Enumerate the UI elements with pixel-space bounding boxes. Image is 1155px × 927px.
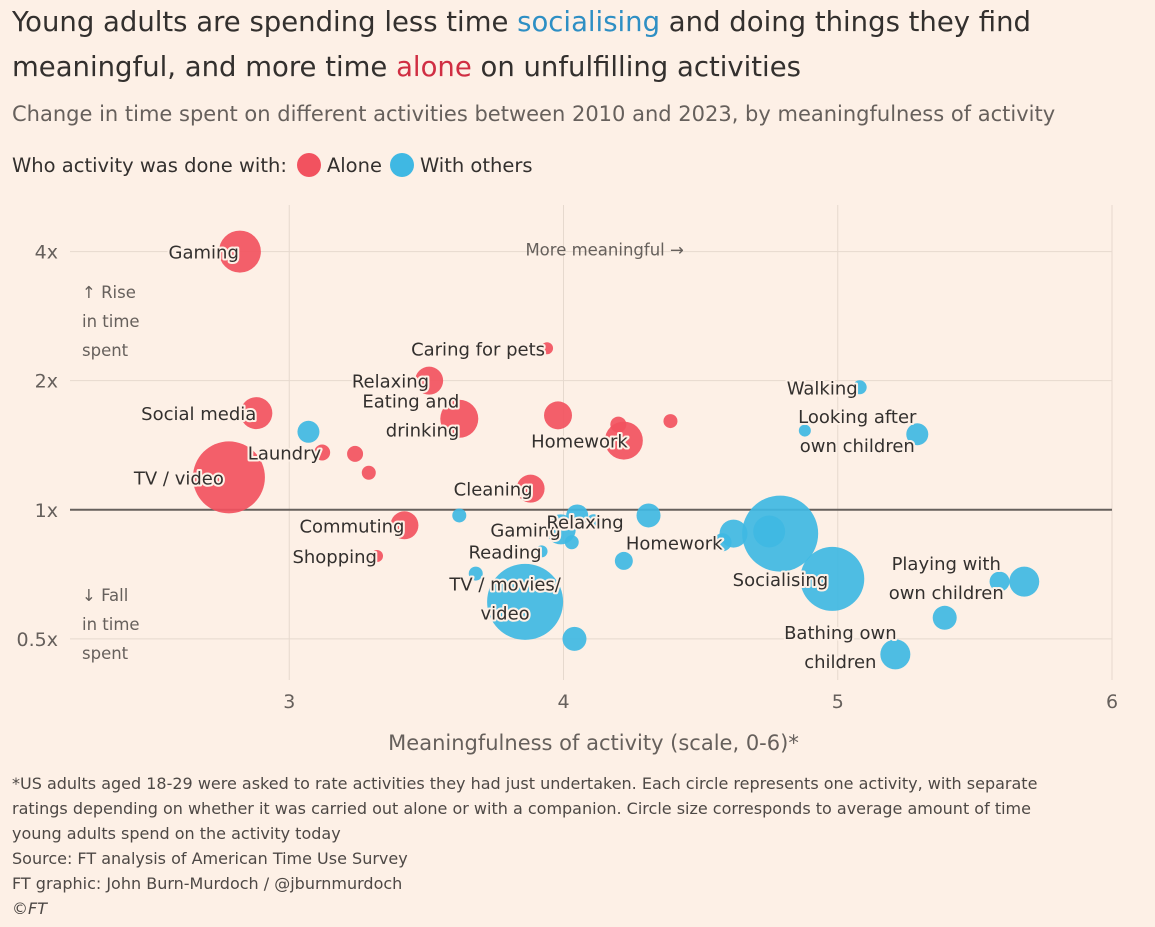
x-tick-label: 5 — [832, 691, 844, 713]
bubble-alone — [440, 399, 479, 438]
bubble-with-others — [932, 605, 957, 630]
bubble-label: Laundry — [248, 444, 322, 465]
bubble-with-others — [989, 571, 1010, 592]
chart-subtitle: Change in time spent on different activi… — [12, 102, 1056, 126]
bubble-with-others — [742, 495, 819, 572]
rise-annotation: ↑ Rise — [82, 283, 136, 302]
bubble-alone — [541, 342, 554, 355]
bubble-label: Cleaning — [454, 480, 533, 501]
bubble-alone — [371, 550, 384, 563]
bubble-label: Social media — [141, 404, 256, 425]
bubble-label: Gaming — [169, 243, 239, 264]
bubble-label: video — [481, 603, 530, 624]
bubble-label: own children — [800, 436, 915, 457]
footnote-line: ratings depending on whether it was carr… — [12, 799, 1031, 818]
y-tick-label: 4x — [35, 242, 58, 264]
copyright-note: ©FT — [12, 899, 47, 918]
bubble-label: Commuting — [299, 516, 404, 537]
legend-prefix: Who activity was done with: — [12, 153, 287, 177]
bubble-with-others — [564, 535, 579, 550]
bubble-with-others — [636, 503, 661, 528]
bubble-with-others — [566, 504, 589, 527]
bubble-label: Playing with — [892, 554, 1001, 575]
bubble-label: Caring for pets — [411, 339, 545, 360]
x-tick-label: 3 — [283, 691, 295, 713]
footnote-line: young adults spend on the activity today — [12, 824, 341, 843]
legend: Who activity was done with: Alone With o… — [12, 150, 537, 180]
bubble-with-others — [719, 519, 748, 548]
legend-swatch-with-others — [389, 153, 414, 177]
bubble-alone — [314, 444, 331, 461]
title-part-3: on unfulfilling activities — [471, 51, 801, 83]
y-tick-label: 1x — [35, 500, 58, 522]
bubble-label: Shopping — [292, 547, 377, 568]
bubble-with-others — [880, 639, 911, 670]
y-tick-label: 0.5x — [17, 629, 58, 651]
bubble-alone — [415, 366, 444, 395]
bubble-alone — [218, 230, 261, 273]
y-tick-label: 2x — [35, 371, 58, 393]
bubble-with-others — [535, 545, 548, 558]
fall-annotation: spent — [82, 644, 129, 663]
bubble-chart: 4x 2x 1x 0.5x 3 4 5 6 Meaningfulness of activity… — [17, 205, 1118, 755]
x-tick-label: 4 — [557, 691, 569, 713]
bubble-label: children — [804, 652, 876, 673]
bubble-with-others — [852, 380, 867, 395]
rise-annotation: in time — [82, 312, 140, 331]
bubble-with-others — [614, 551, 633, 570]
bubble-label: own children — [889, 583, 1004, 604]
footnote-line: *US adults aged 18-29 were asked to rate… — [12, 774, 1038, 793]
bubble-with-others — [1009, 566, 1040, 597]
bubble-label: Homework — [626, 533, 723, 554]
footnote: *US adults aged 18-29 were asked to rate… — [12, 771, 1142, 921]
bubble-alone — [663, 414, 678, 429]
bubble-label: Reading — [468, 542, 541, 563]
credit-note: FT graphic: John Burn-Murdoch / @jburnmu… — [12, 874, 403, 893]
bubble-with-others — [586, 514, 601, 529]
bubble-alone — [192, 441, 265, 514]
bubble-with-others — [800, 546, 865, 611]
fall-annotation: ↓ Fall — [82, 586, 128, 605]
bubble-with-others — [452, 508, 467, 523]
source-note: Source: FT analysis of American Time Use… — [12, 849, 408, 868]
legend-swatch-alone — [296, 153, 321, 177]
bubble-alone — [361, 465, 376, 480]
fall-annotation: in time — [82, 615, 140, 634]
title-keyword-socialising: socialising — [517, 6, 661, 38]
bubble-with-others — [297, 420, 320, 443]
bubble-label: Relaxing — [546, 512, 623, 533]
rise-annotation: spent — [82, 341, 129, 360]
x-axis-label: Meaningfulness of activity (scale, 0-6)* — [388, 731, 799, 755]
bubble-with-others — [487, 563, 564, 640]
more-meaningful-annotation: More meaningful → — [525, 241, 684, 260]
bubble-with-others — [906, 423, 929, 446]
title-part-2: and doing things they find meaningful, a… — [12, 6, 1031, 83]
bubble-alone — [604, 421, 643, 460]
bubble-label: Relaxing — [352, 372, 429, 393]
bubble-with-others — [798, 424, 811, 437]
bubble-with-others — [562, 626, 587, 651]
chart-title: Young adults are spending less time soci… — [12, 0, 1147, 90]
bubble-label: TV / movies/ — [448, 574, 561, 595]
x-tick-label: 6 — [1106, 691, 1118, 713]
bubble-label: Looking after — [798, 407, 917, 428]
bubble-alone — [390, 511, 419, 540]
bubble-alone — [347, 445, 364, 462]
bubble-with-others — [468, 566, 483, 581]
bubble-label: Homework — [531, 432, 628, 453]
bubble-label: Gaming — [490, 520, 560, 541]
bubble-alone — [240, 397, 273, 430]
title-part-1: Young adults are spending less time — [12, 6, 518, 38]
bubble-label: TV / video — [133, 468, 224, 489]
bubble-label: drinking — [386, 420, 460, 441]
legend-label-with-others: With others — [419, 153, 533, 177]
title-keyword-alone: alone — [396, 51, 472, 83]
bubble-alone — [544, 401, 573, 430]
bubble-label: Walking — [787, 378, 858, 399]
bubble-label: Socialising — [733, 570, 829, 591]
legend-label-alone: Alone — [326, 153, 382, 177]
bubble-label: Eating and — [362, 391, 459, 412]
bubble-alone — [516, 474, 545, 503]
bubble-label: Bathing own — [784, 623, 897, 644]
